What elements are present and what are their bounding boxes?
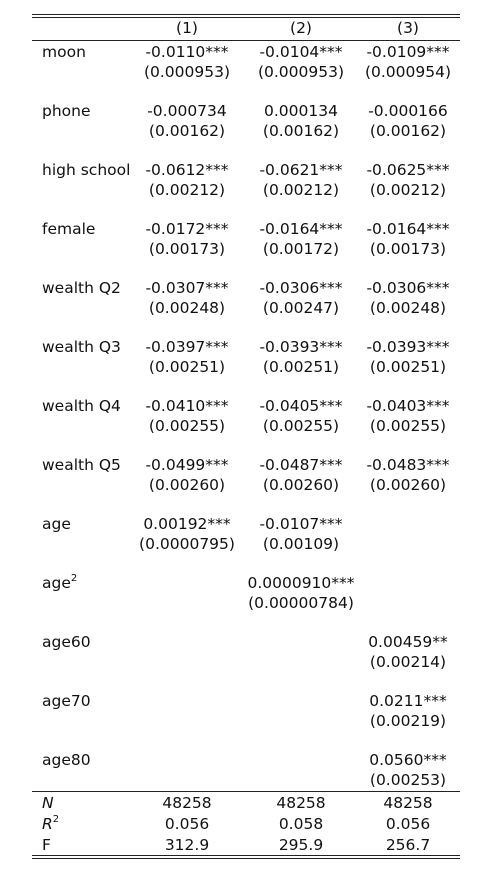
stat-value: 0.056 [165, 814, 209, 834]
bottom-rule [32, 855, 460, 856]
std-error-cell: (0.00255) [149, 416, 225, 436]
coefficient-cell: 0.0211*** [369, 691, 447, 711]
std-error-cell: (0.00109) [263, 534, 339, 554]
stat-value: 48258 [162, 793, 211, 813]
std-error-cell: (0.00172) [263, 239, 339, 259]
std-error-cell: (0.00248) [149, 298, 225, 318]
std-error-cell: (0.000953) [144, 62, 230, 82]
std-error-cell: (0.00253) [370, 770, 446, 790]
coefficient-cell: -0.0307*** [145, 278, 228, 298]
coefficient-cell: 0.00192*** [143, 514, 230, 534]
coefficient-cell: -0.000734 [147, 101, 227, 121]
std-error-cell: (0.00260) [149, 475, 225, 495]
coefficient-cell: -0.0393*** [366, 337, 449, 357]
coefficient-cell: -0.0410*** [145, 396, 228, 416]
std-error-cell: (0.00247) [263, 298, 339, 318]
coefficient-cell: -0.0172*** [145, 219, 228, 239]
bottom-rule-double [32, 858, 460, 859]
row-label: wealth Q3 [42, 337, 121, 357]
std-error-cell: (0.00162) [370, 121, 446, 141]
top-rule-double [32, 17, 460, 18]
coefficient-cell: -0.0397*** [145, 337, 228, 357]
column-header: (2) [290, 18, 312, 38]
coefficient-cell: -0.0621*** [259, 160, 342, 180]
superscript: 2 [71, 573, 77, 584]
std-error-cell: (0.000954) [365, 62, 451, 82]
coefficient-cell: -0.0306*** [259, 278, 342, 298]
row-label: wealth Q5 [42, 455, 121, 475]
std-error-cell: (0.00214) [370, 652, 446, 672]
superscript: 2 [53, 814, 59, 825]
coefficient-cell: -0.0164*** [366, 219, 449, 239]
coefficient-cell: -0.0499*** [145, 455, 228, 475]
row-label: wealth Q2 [42, 278, 121, 298]
stat-value: 0.058 [279, 814, 323, 834]
stat-value: 256.7 [386, 835, 430, 855]
coefficient-cell: -0.000166 [368, 101, 448, 121]
coefficient-cell: -0.0405*** [259, 396, 342, 416]
stat-label: F [42, 835, 51, 855]
coefficient-cell: 0.00459** [368, 632, 448, 652]
coefficient-cell: 0.000134 [264, 101, 338, 121]
header-rule [32, 40, 460, 41]
row-label: high school [42, 160, 130, 180]
std-error-cell: (0.00162) [149, 121, 225, 141]
stat-label: N [42, 793, 54, 813]
row-label: age70 [42, 691, 91, 711]
std-error-cell: (0.00173) [370, 239, 446, 259]
regression-table: (1) (2) (3) moon -0.0110*** -0.0104*** -0.0109… [32, 0, 460, 884]
coefficient-cell: -0.0306*** [366, 278, 449, 298]
coefficient-cell: 0.0560*** [369, 750, 447, 770]
std-error-cell: (0.00255) [263, 416, 339, 436]
coefficient-cell: -0.0104*** [259, 42, 342, 62]
std-error-cell: (0.0000795) [139, 534, 235, 554]
std-error-cell: (0.00251) [149, 357, 225, 377]
column-header: (3) [397, 18, 419, 38]
std-error-cell: (0.00173) [149, 239, 225, 259]
row-label: age60 [42, 632, 91, 652]
std-error-cell: (0.00219) [370, 711, 446, 731]
row-label: wealth Q4 [42, 396, 121, 416]
std-error-cell: (0.000953) [258, 62, 344, 82]
top-rule [32, 14, 460, 15]
row-label: female [42, 219, 95, 239]
std-error-cell: (0.00212) [149, 180, 225, 200]
std-error-cell: (0.00260) [370, 475, 446, 495]
std-error-cell: (0.00260) [263, 475, 339, 495]
std-error-cell: (0.00212) [263, 180, 339, 200]
stat-value: 312.9 [165, 835, 209, 855]
std-error-cell: (0.00251) [263, 357, 339, 377]
coefficient-cell: -0.0393*** [259, 337, 342, 357]
stat-value: 48258 [383, 793, 432, 813]
row-label: phone [42, 101, 91, 121]
row-label: age80 [42, 750, 91, 770]
std-error-cell: (0.00251) [370, 357, 446, 377]
coefficient-cell: -0.0109*** [366, 42, 449, 62]
coefficient-cell: -0.0110*** [145, 42, 228, 62]
coefficient-cell: -0.0403*** [366, 396, 449, 416]
column-header: (1) [176, 18, 198, 38]
coefficient-cell: -0.0107*** [259, 514, 342, 534]
stats-rule [32, 791, 460, 792]
coefficient-cell: -0.0625*** [366, 160, 449, 180]
std-error-cell: (0.00255) [370, 416, 446, 436]
std-error-cell: (0.00212) [370, 180, 446, 200]
row-label: age [42, 514, 71, 534]
std-error-cell: (0.00162) [263, 121, 339, 141]
row-label: moon [42, 42, 86, 62]
coefficient-cell: -0.0487*** [259, 455, 342, 475]
coefficient-cell: -0.0483*** [366, 455, 449, 475]
row-label: age2 [42, 573, 77, 593]
coefficient-cell: -0.0164*** [259, 219, 342, 239]
stat-value: 0.056 [386, 814, 430, 834]
coefficient-cell: -0.0612*** [145, 160, 228, 180]
stat-label: R2 [42, 814, 59, 834]
coefficient-cell: 0.0000910*** [247, 573, 354, 593]
stat-value: 295.9 [279, 835, 323, 855]
stat-value: 48258 [276, 793, 325, 813]
std-error-cell: (0.00248) [370, 298, 446, 318]
std-error-cell: (0.00000784) [248, 593, 354, 613]
